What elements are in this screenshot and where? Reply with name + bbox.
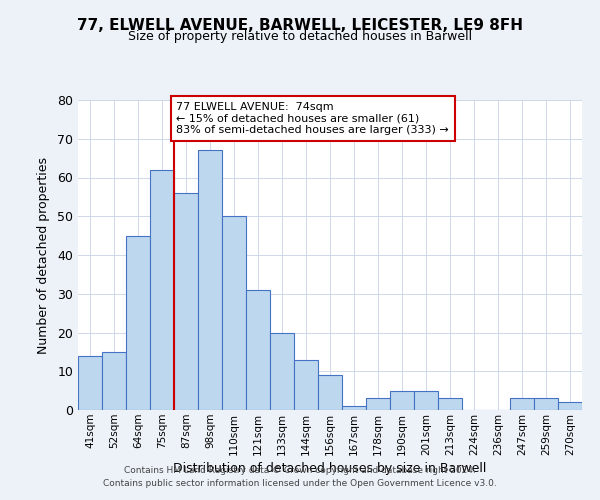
- Bar: [438, 398, 462, 410]
- Bar: [414, 390, 438, 410]
- Text: Contains HM Land Registry data © Crown copyright and database right 2024.
Contai: Contains HM Land Registry data © Crown c…: [103, 466, 497, 487]
- Bar: [246, 290, 270, 410]
- Bar: [534, 398, 558, 410]
- Bar: [390, 390, 414, 410]
- Y-axis label: Number of detached properties: Number of detached properties: [37, 156, 50, 354]
- Text: Size of property relative to detached houses in Barwell: Size of property relative to detached ho…: [128, 30, 472, 43]
- Bar: [150, 170, 174, 410]
- X-axis label: Distribution of detached houses by size in Barwell: Distribution of detached houses by size …: [173, 462, 487, 475]
- Bar: [102, 352, 126, 410]
- Bar: [510, 398, 534, 410]
- Bar: [126, 236, 150, 410]
- Bar: [198, 150, 222, 410]
- Bar: [294, 360, 318, 410]
- Bar: [270, 332, 294, 410]
- Text: 77, ELWELL AVENUE, BARWELL, LEICESTER, LE9 8FH: 77, ELWELL AVENUE, BARWELL, LEICESTER, L…: [77, 18, 523, 32]
- Bar: [222, 216, 246, 410]
- Bar: [78, 356, 102, 410]
- Bar: [318, 375, 342, 410]
- Bar: [558, 402, 582, 410]
- Bar: [342, 406, 366, 410]
- Bar: [366, 398, 390, 410]
- Bar: [174, 193, 198, 410]
- Text: 77 ELWELL AVENUE:  74sqm
← 15% of detached houses are smaller (61)
83% of semi-d: 77 ELWELL AVENUE: 74sqm ← 15% of detache…: [176, 102, 449, 135]
